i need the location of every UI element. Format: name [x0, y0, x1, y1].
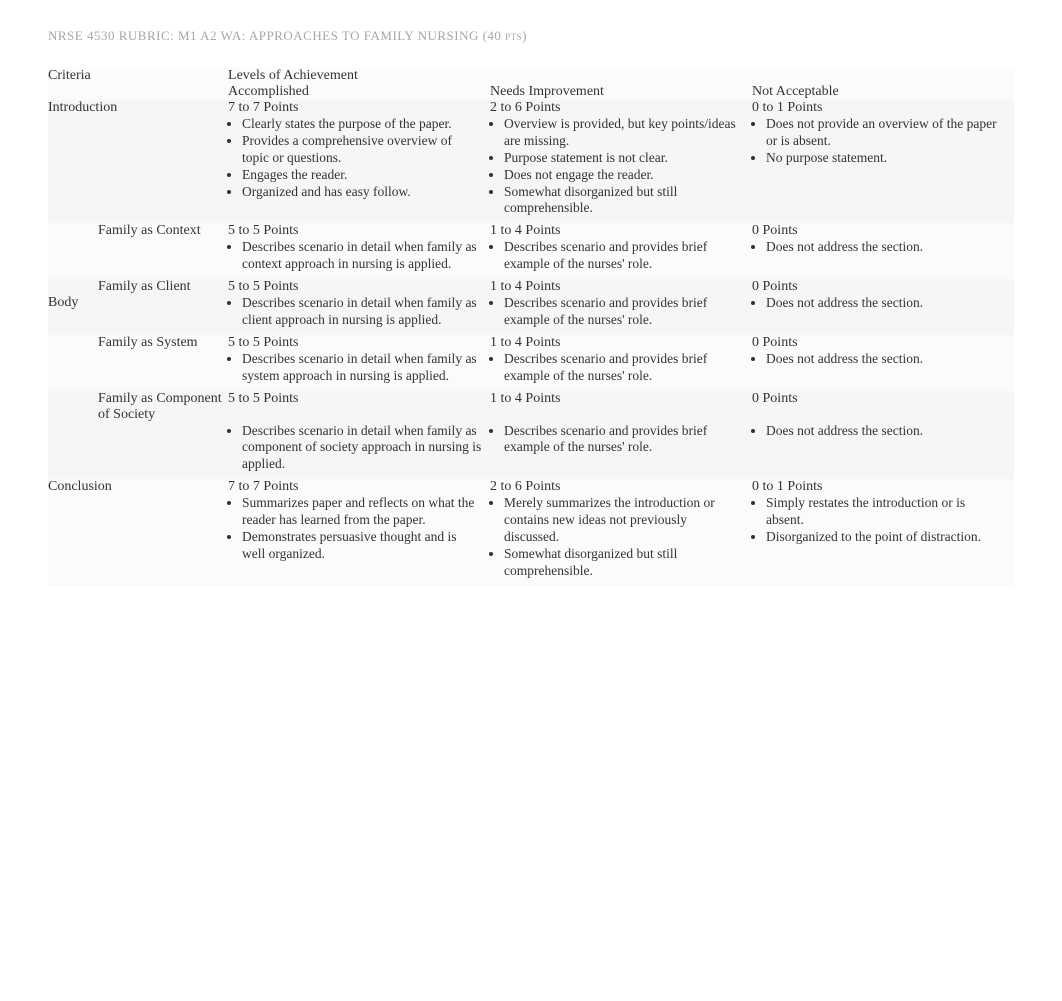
- points-cell: 2 to 6 Points: [490, 100, 752, 116]
- points-cell: 0 Points: [752, 223, 1014, 239]
- bullet-list: Does not address the section.: [752, 351, 1014, 374]
- table-row: Family as Context 5 to 5 Points 1 to 4 P…: [48, 223, 1014, 239]
- accomplished-header: Accomplished: [228, 84, 490, 100]
- bullet-item: Does not address the section.: [766, 239, 1006, 256]
- bullet-item: Engages the reader.: [242, 167, 482, 184]
- bullet-list: Describes scenario in detail when family…: [228, 351, 490, 391]
- points-cell: 1 to 4 Points: [490, 335, 752, 351]
- bullet-list: Describes scenario and provides brief ex…: [490, 295, 752, 335]
- bullet-list: Simply restates the introduction or is a…: [752, 495, 1014, 552]
- category-body: Body: [48, 295, 98, 335]
- bullet-list: Clearly states the purpose of the paper.…: [228, 116, 490, 206]
- bullet-list: Overview is provided, but key points/ide…: [490, 116, 752, 223]
- bullet-item: Describes scenario and provides brief ex…: [504, 423, 744, 457]
- bullet-list: Describes scenario and provides brief ex…: [490, 423, 752, 463]
- bullet-list: Describes scenario in detail when family…: [228, 295, 490, 335]
- levels-header: Levels of Achievement: [228, 68, 1014, 84]
- bullet-item: Describes scenario in detail when family…: [242, 239, 482, 273]
- rubric-document: NRSE 4530 RUBRIC: M1 A2 WA: APPROACHES T…: [0, 0, 1062, 614]
- category-introduction: Introduction: [48, 100, 228, 116]
- bullet-list: Does not address the section.: [752, 423, 1014, 446]
- points-cell: 0 Points: [752, 335, 1014, 351]
- points-cell: 0 to 1 Points: [752, 479, 1014, 495]
- bullet-item: Organized and has easy follow.: [242, 184, 482, 201]
- table-row: Clearly states the purpose of the paper.…: [48, 116, 1014, 223]
- bullet-item: Merely summarizes the introduction or co…: [504, 495, 744, 546]
- bullet-item: Does not address the section.: [766, 423, 1006, 440]
- table-row: Describes scenario in detail when family…: [48, 239, 1014, 279]
- bullet-item: Does not address the section.: [766, 351, 1006, 368]
- points-cell: 2 to 6 Points: [490, 479, 752, 495]
- table-row: Summarizes paper and reflects on what th…: [48, 495, 1014, 585]
- points-cell: 5 to 5 Points: [228, 279, 490, 295]
- points-cell: 0 to 1 Points: [752, 100, 1014, 116]
- bullet-list: Describes scenario and provides brief ex…: [490, 351, 752, 391]
- points-cell: 7 to 7 Points: [228, 100, 490, 116]
- bullet-item: Does not address the section.: [766, 295, 1006, 312]
- criteria-family-context: Family as Context: [98, 223, 228, 239]
- document-title: NRSE 4530 RUBRIC: M1 A2 WA: APPROACHES T…: [48, 28, 1014, 44]
- bullet-list: Does not provide an overview of the pape…: [752, 116, 1014, 173]
- bullet-item: Demonstrates persuasive thought and is w…: [242, 529, 482, 563]
- table-row: Body Describes scenario in detail when f…: [48, 295, 1014, 335]
- bullet-item: Somewhat disorganized but still comprehe…: [504, 546, 744, 580]
- criteria-family-component: Family as Component of Society: [98, 391, 228, 423]
- bullet-item: Summarizes paper and reflects on what th…: [242, 495, 482, 529]
- bullet-list: Summarizes paper and reflects on what th…: [228, 495, 490, 569]
- bullet-item: Provides a comprehensive overview of top…: [242, 133, 482, 167]
- table-row: Conclusion 7 to 7 Points 2 to 6 Points 0…: [48, 479, 1014, 495]
- points-cell: 0 Points: [752, 279, 1014, 295]
- bullet-item: Clearly states the purpose of the paper.: [242, 116, 482, 133]
- bullet-item: Describes scenario in detail when family…: [242, 423, 482, 474]
- bullet-item: Overview is provided, but key points/ide…: [504, 116, 744, 150]
- criteria-family-system: Family as System: [98, 335, 228, 351]
- bullet-item: Describes scenario and provides brief ex…: [504, 351, 744, 385]
- bullet-item: Describes scenario and provides brief ex…: [504, 295, 744, 329]
- bullet-item: Disorganized to the point of distraction…: [766, 529, 1006, 546]
- criteria-family-client: Family as Client: [98, 279, 228, 295]
- points-cell: 0 Points: [752, 391, 1014, 423]
- table-row: Family as Client 5 to 5 Points 1 to 4 Po…: [48, 279, 1014, 295]
- bullet-list: Does not address the section.: [752, 295, 1014, 318]
- bullet-item: Does not provide an overview of the pape…: [766, 116, 1006, 150]
- header-row-2: Accomplished Needs Improvement Not Accep…: [48, 84, 1014, 100]
- points-cell: 5 to 5 Points: [228, 335, 490, 351]
- bullet-list: Describes scenario in detail when family…: [228, 423, 490, 480]
- points-cell: 7 to 7 Points: [228, 479, 490, 495]
- rubric-table: Criteria Levels of Achievement Accomplis…: [48, 68, 1014, 586]
- table-row: Family as System 5 to 5 Points 1 to 4 Po…: [48, 335, 1014, 351]
- bullet-item: Describes scenario in detail when family…: [242, 295, 482, 329]
- table-row: Describes scenario in detail when family…: [48, 351, 1014, 391]
- bullet-list: Describes scenario in detail when family…: [228, 239, 490, 279]
- category-conclusion: Conclusion: [48, 479, 228, 495]
- bullet-item: No purpose statement.: [766, 150, 1006, 167]
- needs-improvement-header: Needs Improvement: [490, 84, 752, 100]
- header-row-1: Criteria Levels of Achievement: [48, 68, 1014, 84]
- bullet-item: Describes scenario in detail when family…: [242, 351, 482, 385]
- bullet-list: Does not address the section.: [752, 239, 1014, 262]
- bullet-item: Purpose statement is not clear.: [504, 150, 744, 167]
- points-cell: 1 to 4 Points: [490, 223, 752, 239]
- table-row: Introduction 7 to 7 Points 2 to 6 Points…: [48, 100, 1014, 116]
- bullet-item: Simply restates the introduction or is a…: [766, 495, 1006, 529]
- bullet-item: Somewhat disorganized but still comprehe…: [504, 184, 744, 218]
- bullet-item: Describes scenario and provides brief ex…: [504, 239, 744, 273]
- table-row: Describes scenario in detail when family…: [48, 423, 1014, 480]
- points-cell: 1 to 4 Points: [490, 279, 752, 295]
- bullet-item: Does not engage the reader.: [504, 167, 744, 184]
- points-cell: 5 to 5 Points: [228, 223, 490, 239]
- bullet-list: Merely summarizes the introduction or co…: [490, 495, 752, 585]
- points-cell: 5 to 5 Points: [228, 391, 490, 423]
- table-row: Family as Component of Society 5 to 5 Po…: [48, 391, 1014, 423]
- not-acceptable-header: Not Acceptable: [752, 84, 1014, 100]
- bullet-list: Describes scenario and provides brief ex…: [490, 239, 752, 279]
- points-cell: 1 to 4 Points: [490, 391, 752, 423]
- criteria-header: Criteria: [48, 68, 228, 84]
